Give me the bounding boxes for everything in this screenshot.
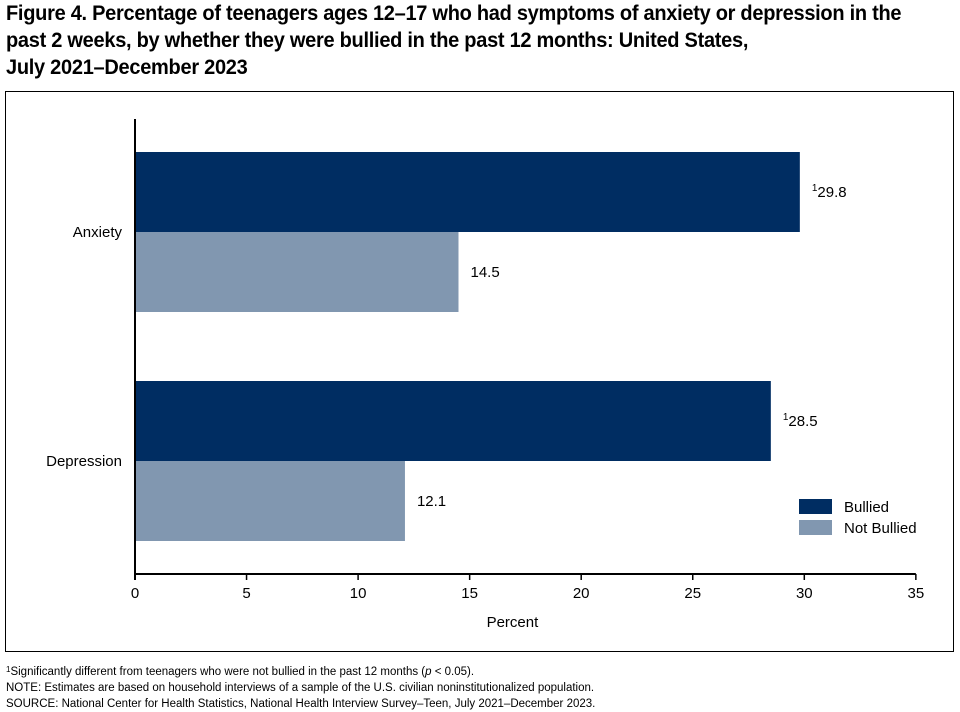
bar-anxiety-bullied	[135, 152, 800, 232]
x-tick-label-10: 10	[350, 585, 367, 602]
value-label-number: 28.5	[788, 413, 817, 430]
note-text: NOTE: Estimates are based on household i…	[6, 682, 595, 694]
x-tick-label-25: 25	[684, 585, 701, 602]
bar-depression-not-bullied	[135, 461, 405, 541]
value-label-anxiety-not-bullied: 14.5	[470, 264, 499, 281]
x-tick-label-15: 15	[461, 585, 478, 602]
figure-title: Figure 4. Percentage of teenagers ages 1…	[6, 0, 902, 81]
value-label-depression-not-bullied: 12.1	[417, 493, 446, 510]
category-label-depression: Depression	[46, 453, 122, 470]
x-axis-label: Percent	[487, 614, 540, 631]
bar-depression-bullied	[135, 381, 771, 461]
significance-footnote: 1Significantly different from teenagers …	[6, 664, 956, 680]
value-label-depression-bullied: 128.5	[783, 412, 818, 430]
title-line-3: July 2021–December 2023	[6, 55, 248, 79]
value-label-superscript: 1	[812, 183, 818, 194]
x-tick-label-20: 20	[573, 585, 590, 602]
value-label-number: 29.8	[817, 184, 846, 201]
x-tick-label-35: 35	[908, 585, 925, 602]
bar-anxiety-not-bullied	[135, 232, 459, 312]
legend-swatch-bullied	[799, 499, 832, 514]
legend-label-bullied: Bullied	[844, 499, 889, 516]
chart-frame: 129.8 14.5 Anxiety 128.5 12.1 Depression 0 5 10 1…	[5, 91, 954, 652]
x-tick-label-5: 5	[242, 585, 250, 602]
value-label-superscript: 1	[783, 412, 789, 423]
value-label-anxiety-bullied: 129.8	[812, 183, 847, 201]
legend-swatch-not-bullied	[799, 520, 832, 535]
title-line-1: Figure 4. Percentage of teenagers ages 1…	[6, 1, 902, 25]
significance-text-start: Significantly different from teenagers w…	[10, 666, 426, 678]
p-symbol: p	[425, 666, 432, 678]
source-text: SOURCE: National Center for Health Stati…	[6, 698, 596, 710]
legend-label-not-bullied: Not Bullied	[844, 520, 917, 537]
significance-text-end: < 0.05).	[431, 666, 475, 678]
title-line-2: past 2 weeks, by whether they were bulli…	[6, 28, 749, 52]
x-tick-label-30: 30	[796, 585, 813, 602]
footnotes: 1Significantly different from teenagers …	[6, 664, 956, 712]
x-tick-label-0: 0	[131, 585, 139, 602]
category-label-anxiety: Anxiety	[73, 224, 123, 241]
footnote-marker: 1	[6, 665, 11, 674]
